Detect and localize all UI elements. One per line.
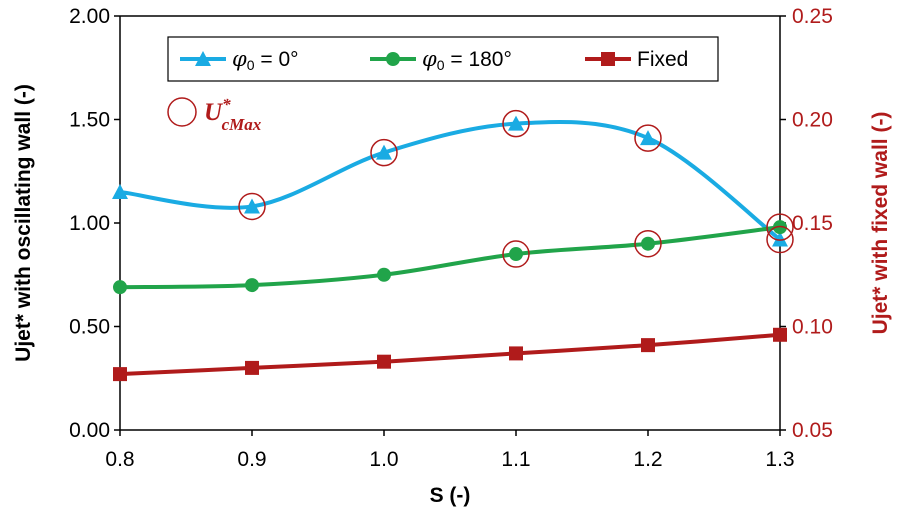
x-tick-label: 1.1 (501, 448, 530, 471)
y-right-tick-label: 0.10 (792, 316, 833, 339)
max-marker-circle (502, 109, 530, 138)
x-tick-label: 0.9 (237, 448, 266, 471)
legend-label-phi0-180: φ0 = 180° (422, 47, 512, 73)
x-tick-label: 1.2 (633, 448, 662, 471)
legend-marker-triangle (195, 51, 211, 66)
data-point-phi0-0 (640, 130, 656, 146)
data-point-phi0-180 (245, 278, 259, 293)
x-tick-label: 1.0 (369, 448, 398, 471)
data-point-fixed (245, 360, 259, 375)
y-left-tick-label: 1.50 (69, 109, 110, 132)
max-marker-circle (634, 124, 662, 152)
max-marker-circle (634, 229, 662, 258)
ticks: 0.8 0.9 1.0 1.1 1.2 1.3 0.00 0.50 1.00 1.50 2.00 0.… (69, 5, 833, 471)
y-axis-left-label: Ujet* with oscillating wall (-) (12, 84, 35, 362)
data-point-fixed (509, 346, 523, 361)
data-point-phi0-0 (508, 115, 524, 131)
y-left-tick-label: 2.00 (69, 5, 110, 28)
ucmax-sup: * (222, 95, 231, 114)
y-right-tick-label: 0.15 (792, 212, 833, 235)
legend-phi-rest: = 0° (255, 48, 299, 71)
legend: φ0 = 0° φ0 = 180° Fixed (167, 36, 719, 82)
series-layer (119, 120, 782, 377)
y-left-tick-label: 1.00 (69, 212, 110, 235)
y-axis-right-label: Ujet* with fixed wall (-) (869, 112, 892, 335)
x-tick-label: 1.3 (765, 448, 794, 471)
max-marker-circle (766, 213, 794, 241)
data-point-fixed (773, 327, 787, 342)
data-point-phi0-180 (113, 280, 127, 295)
data-point-phi0-180 (377, 267, 391, 282)
max-marker-circle (238, 192, 266, 221)
legend-phi-symbol: φ (422, 47, 437, 71)
x-tick-label: 0.8 (105, 448, 134, 471)
data-point-phi0-180 (641, 236, 655, 251)
data-point-fixed (641, 338, 655, 353)
max-marker-circle (502, 240, 530, 268)
legend-phi-subscript: 0 (437, 57, 445, 73)
legend-phi-subscript: 0 (247, 57, 255, 73)
y-left-tick-label: 0.50 (69, 316, 110, 339)
y-right-tick-label: 0.05 (792, 419, 833, 442)
y-right-tick-label: 0.25 (792, 5, 833, 28)
series-line-phi0-0 (119, 120, 782, 242)
data-point-phi0-180 (509, 247, 523, 262)
y-left-tick-label: 0.00 (69, 419, 110, 442)
data-point-phi0-0 (772, 231, 788, 247)
ucmax-legend: U* cMax (167, 95, 262, 134)
max-markers (238, 109, 794, 268)
legend-marker-square (601, 52, 615, 66)
legend-label-phi0-0: φ0 = 0° (232, 47, 299, 73)
series-line-phi0-180 (119, 225, 781, 290)
ucmax-sub: cMax (222, 115, 262, 134)
y-right-tick-label: 0.20 (792, 109, 833, 132)
data-point-phi0-0 (376, 144, 392, 160)
x-axis-label: S (-) (430, 484, 471, 507)
ucmax-legend-label: U* cMax (204, 95, 262, 134)
ucmax-legend-circle (167, 97, 197, 127)
legend-marker-circle (386, 52, 400, 66)
data-point-phi0-0 (244, 198, 260, 214)
data-point-fixed (113, 367, 127, 382)
data-point-phi0-0 (112, 183, 128, 199)
max-marker-circle (766, 225, 794, 254)
series-line-fixed (119, 332, 781, 377)
legend-label-fixed: Fixed (637, 48, 688, 71)
legend-phi-symbol: φ (232, 47, 247, 71)
data-point-fixed (377, 354, 391, 369)
max-marker-circle (370, 138, 398, 167)
legend-phi-rest: = 180° (445, 48, 512, 71)
ucmax-main: U (204, 99, 224, 126)
